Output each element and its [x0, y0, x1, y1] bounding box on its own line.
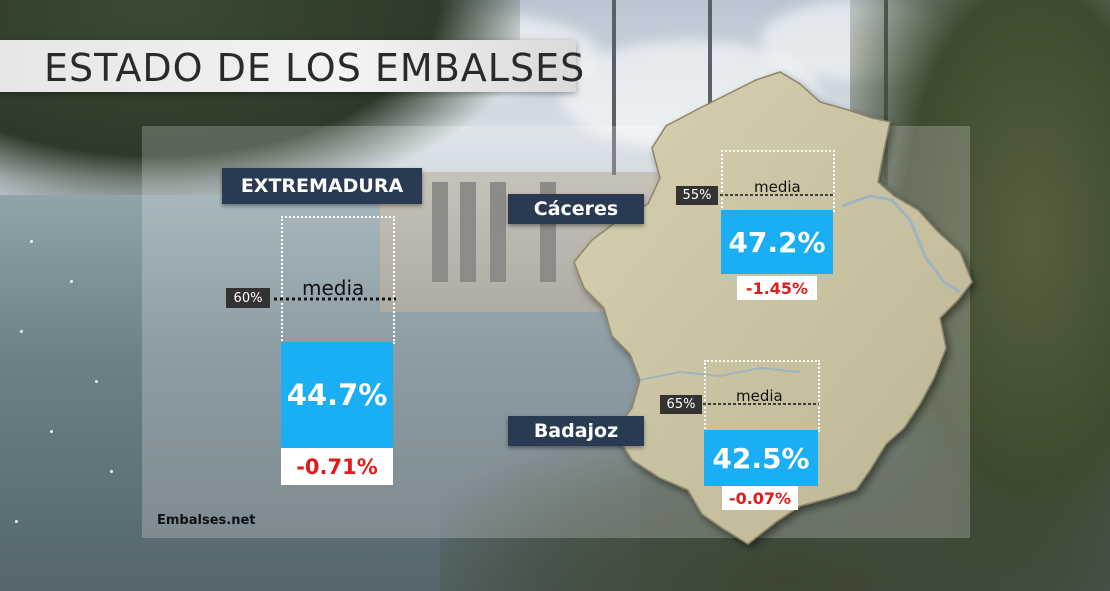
average-tag-badajoz: 65%	[660, 395, 702, 414]
lamp-pole	[708, 0, 712, 180]
average-tag-extremadura: 60%	[226, 288, 270, 308]
average-line-badajoz	[703, 403, 819, 405]
average-tag-caceres: 55%	[676, 186, 718, 205]
change-box-caceres: -1.45%	[737, 276, 817, 300]
label-caceres: Cáceres	[508, 194, 644, 224]
water-sparkle	[70, 280, 73, 283]
label-badajoz: Badajoz	[508, 416, 644, 446]
dam-pillar	[490, 182, 506, 282]
title-bar: ESTADO DE LOS EMBALSES	[0, 40, 584, 92]
water-sparkle	[110, 470, 113, 473]
average-frame-extremadura	[281, 216, 395, 344]
value-box-extremadura: 44.7%	[281, 342, 393, 448]
lamp-pole	[612, 0, 616, 175]
source-credit: Embalses.net	[157, 513, 256, 528]
extremadura-map-shape	[573, 71, 973, 545]
average-frame-caceres	[721, 150, 835, 212]
label-extremadura: EXTREMADURA	[222, 168, 422, 204]
average-line-extremadura	[274, 297, 396, 301]
river	[639, 366, 801, 381]
page-title: ESTADO DE LOS EMBALSES	[44, 46, 586, 90]
average-label-caceres: media	[754, 178, 801, 196]
change-box-badajoz: -0.07%	[722, 486, 798, 510]
average-label-badajoz: media	[736, 387, 783, 405]
water-sparkle	[15, 520, 18, 523]
river	[841, 194, 961, 294]
value-box-caceres: 47.2%	[721, 210, 833, 274]
water-sparkle	[95, 380, 98, 383]
change-box-extremadura: -0.71%	[281, 448, 393, 485]
dam-pillar	[460, 182, 476, 282]
hill	[0, 0, 520, 200]
dam-pillar	[432, 182, 448, 282]
average-frame-badajoz	[704, 360, 820, 432]
value-box-badajoz: 42.5%	[704, 430, 818, 486]
water-sparkle	[30, 240, 33, 243]
average-label-extremadura: media	[302, 276, 365, 300]
water-sparkle	[50, 430, 53, 433]
average-line-caceres	[720, 194, 834, 196]
water-sparkle	[20, 330, 23, 333]
